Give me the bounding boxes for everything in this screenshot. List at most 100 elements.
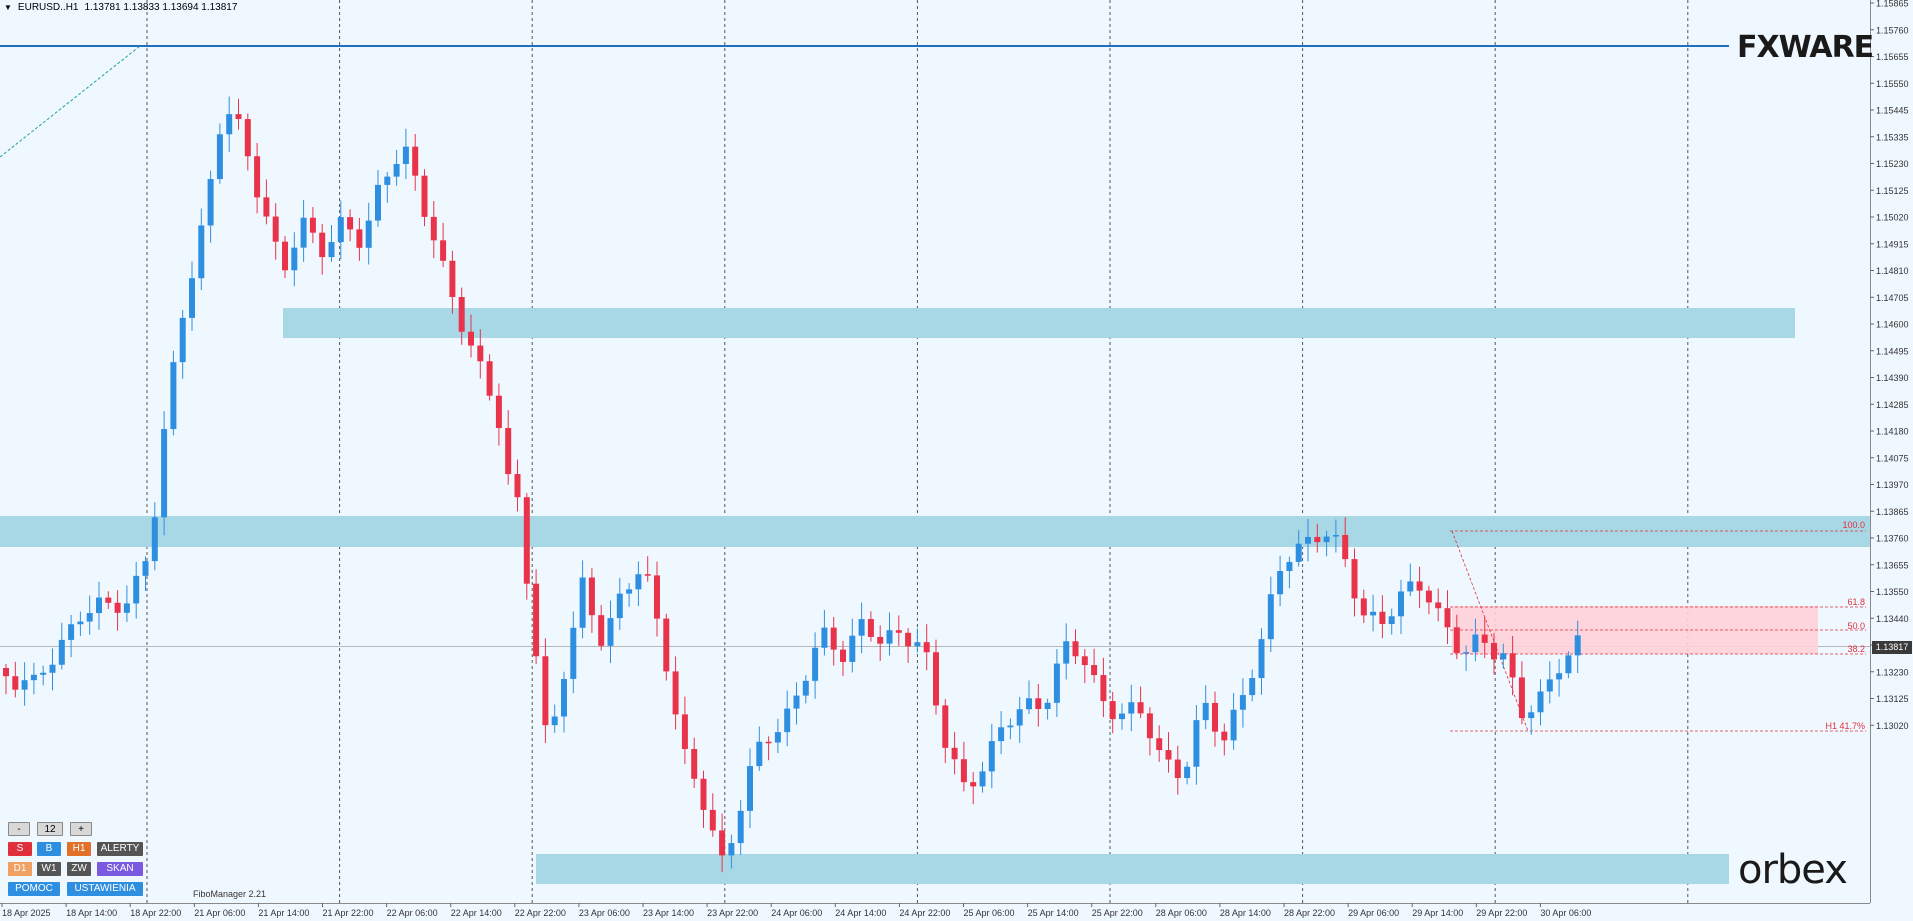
candle-body bbox=[1128, 702, 1135, 714]
sell-button[interactable]: S bbox=[8, 842, 32, 856]
decrease-button[interactable]: - bbox=[8, 822, 30, 836]
candle bbox=[495, 383, 502, 446]
candle-body bbox=[551, 716, 558, 726]
candle bbox=[598, 605, 605, 651]
candle-body bbox=[1165, 750, 1172, 760]
w1-button[interactable]: W1 bbox=[37, 862, 61, 876]
candle-body bbox=[309, 217, 316, 233]
candle bbox=[282, 236, 288, 279]
candle-body bbox=[1556, 673, 1563, 680]
time-tick-label: 28 Apr 22:00 bbox=[1284, 908, 1335, 918]
candle bbox=[756, 726, 763, 771]
time-tick-label: 21 Apr 22:00 bbox=[323, 908, 374, 918]
candle bbox=[793, 682, 800, 725]
candle bbox=[765, 736, 772, 761]
candle-body bbox=[1388, 616, 1395, 624]
period-field[interactable]: 12 bbox=[37, 822, 63, 836]
scan-button[interactable]: SKAN bbox=[97, 862, 143, 876]
candle bbox=[1463, 645, 1470, 671]
candle bbox=[1221, 723, 1228, 756]
candle bbox=[1509, 635, 1516, 696]
candle-body bbox=[923, 642, 930, 653]
settings-button[interactable]: USTAWIENIA bbox=[67, 882, 143, 896]
price-tick-label: 1.14285 bbox=[1876, 400, 1909, 410]
candle-body bbox=[1425, 590, 1432, 603]
candle bbox=[719, 813, 726, 873]
h1-button[interactable]: H1 bbox=[67, 842, 91, 856]
price-tick-label: 1.14075 bbox=[1876, 453, 1909, 463]
alerts-button[interactable]: ALERTY bbox=[97, 842, 143, 856]
candle-body bbox=[402, 146, 409, 164]
candle bbox=[402, 128, 409, 180]
candle bbox=[923, 624, 930, 671]
candle-body bbox=[207, 179, 214, 226]
candle bbox=[886, 612, 893, 656]
candle-body bbox=[356, 229, 363, 248]
lines-layer bbox=[0, 45, 1729, 158]
candle bbox=[840, 640, 846, 677]
symbol-header: ▼ EURUSD..H1 1.13781 1.13833 1.13694 1.1… bbox=[4, 2, 237, 13]
candle bbox=[533, 569, 540, 664]
candle bbox=[1388, 608, 1395, 635]
price-tick-label: 1.15865 bbox=[1876, 0, 1909, 9]
candle bbox=[1212, 691, 1218, 747]
candle bbox=[1546, 661, 1553, 704]
candle bbox=[3, 664, 9, 695]
candle-body bbox=[765, 741, 772, 744]
candle-body bbox=[1249, 678, 1256, 696]
price-tick-label: 1.14705 bbox=[1876, 293, 1909, 303]
d1-button[interactable]: D1 bbox=[8, 862, 32, 876]
candle-body bbox=[933, 652, 939, 706]
candles-layer bbox=[3, 96, 1581, 873]
candle-body bbox=[700, 778, 707, 810]
candle bbox=[1360, 589, 1367, 624]
fib-level-50: 50.0 bbox=[1847, 621, 1865, 631]
candle-body bbox=[282, 241, 288, 271]
time-tick-label: 22 Apr 06:00 bbox=[387, 908, 438, 918]
candle bbox=[1453, 614, 1460, 660]
fib-anchor-line bbox=[1451, 530, 1529, 732]
candle-body bbox=[21, 680, 28, 690]
increase-button[interactable]: + bbox=[70, 822, 92, 836]
zones-layer bbox=[0, 308, 1870, 884]
candle-body bbox=[709, 809, 716, 831]
candle-body bbox=[77, 621, 84, 625]
price-tick-label: 1.13550 bbox=[1876, 587, 1909, 597]
time-tick-label: 30 Apr 06:00 bbox=[1540, 908, 1591, 918]
candle bbox=[142, 556, 149, 592]
candle-body bbox=[1323, 536, 1330, 543]
candle-body bbox=[179, 317, 186, 363]
candle bbox=[1016, 697, 1023, 743]
candle bbox=[1286, 556, 1293, 589]
candle-body bbox=[849, 635, 856, 662]
time-tick-label: 22 Apr 14:00 bbox=[451, 908, 502, 918]
candle-body bbox=[235, 114, 242, 120]
price-tick-label: 1.14810 bbox=[1876, 266, 1909, 276]
candle-body bbox=[877, 636, 884, 644]
candle bbox=[1444, 590, 1451, 645]
candle bbox=[830, 616, 837, 666]
candle-body bbox=[189, 278, 195, 318]
candle-body bbox=[328, 242, 335, 258]
candle-body bbox=[477, 345, 484, 362]
candle bbox=[951, 731, 958, 775]
time-axis: 18 Apr 2025 18 Apr 14:00 18 Apr 22:00 21 Ap… bbox=[1, 903, 1591, 918]
candle bbox=[960, 741, 967, 792]
buy-button[interactable]: B bbox=[37, 842, 61, 856]
candle-body bbox=[1146, 713, 1153, 739]
candle bbox=[207, 170, 214, 243]
candle bbox=[40, 665, 47, 686]
price-tick-label: 1.14495 bbox=[1876, 346, 1909, 356]
candle bbox=[272, 203, 279, 260]
candle-body bbox=[347, 217, 354, 230]
candle-body bbox=[747, 766, 753, 811]
candle bbox=[179, 309, 186, 379]
time-tick-label: 18 Apr 2025 bbox=[2, 908, 51, 918]
zw-button[interactable]: ZW bbox=[67, 862, 91, 876]
candle bbox=[384, 171, 391, 203]
caret-down-icon[interactable]: ▼ bbox=[4, 3, 12, 12]
help-button[interactable]: POMOC bbox=[8, 882, 60, 896]
time-tick-label: 24 Apr 22:00 bbox=[899, 908, 950, 918]
